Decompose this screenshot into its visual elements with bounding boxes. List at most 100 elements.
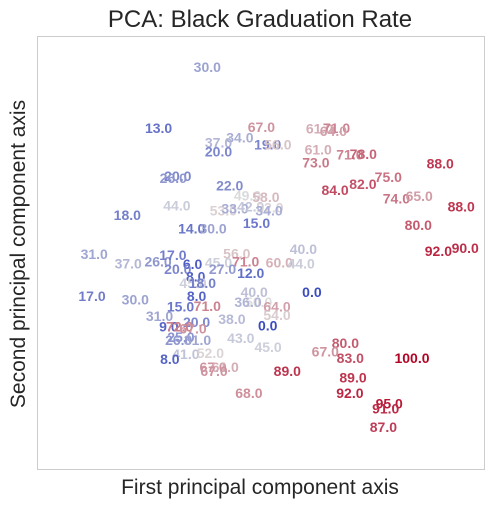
data-point-label: 50.0	[245, 294, 272, 310]
data-point-label: 42.0	[237, 199, 264, 215]
data-point-label: 87.0	[370, 419, 397, 435]
data-point-label: 89.0	[339, 370, 366, 386]
data-point-label: 17.0	[78, 288, 105, 304]
plot-area-frame	[37, 36, 485, 470]
data-point-label: 17.0	[159, 247, 186, 263]
data-point-label: 14.0	[178, 221, 205, 237]
data-point-label: 84.0	[321, 182, 348, 198]
data-point-label: 31.0	[184, 332, 211, 348]
data-point-label: 71.0	[323, 120, 350, 136]
x-axis-label: First principal component axis	[121, 476, 399, 499]
chart-title: PCA: Black Graduation Rate	[108, 6, 412, 33]
data-point-label: 56.0	[223, 245, 250, 261]
data-point-label: 37.0	[205, 135, 232, 151]
data-point-label: 45.0	[179, 275, 206, 291]
data-point-label: 38.0	[218, 311, 245, 327]
data-point-label: 27.0	[209, 261, 236, 277]
data-point-label: 30.0	[122, 291, 149, 307]
data-point-label: 68.0	[235, 385, 262, 401]
data-point-label: 18.0	[114, 207, 141, 223]
data-point-label: 73.0	[302, 154, 329, 170]
data-point-label: 36.0	[234, 294, 261, 310]
data-point-label: 56.0	[264, 136, 291, 152]
data-point-label: 80.0	[332, 335, 359, 351]
data-point-label: 91.0	[372, 400, 399, 416]
data-point-label: 34.0	[226, 129, 253, 145]
data-point-label: 88.0	[427, 155, 454, 171]
data-point-label: 18.0	[189, 275, 216, 291]
data-point-label: 44.0	[288, 255, 315, 271]
data-point-label: 58.0	[252, 189, 279, 205]
data-point-label: 6.0	[183, 256, 203, 272]
data-point-label: 20.0	[164, 261, 191, 277]
data-point-label: 65.0	[406, 188, 433, 204]
data-point-label: 71.0	[194, 298, 221, 314]
data-point-label: 43.0	[227, 330, 254, 346]
data-point-label: 78.0	[350, 146, 377, 162]
data-point-label: 45.0	[205, 255, 232, 271]
data-point-label: 30.0	[199, 221, 226, 237]
data-point-label: 71.0	[232, 254, 259, 270]
data-point-label: 26.0	[144, 254, 171, 270]
data-point-label: 100.0	[394, 350, 429, 366]
data-point-label: 12.0	[237, 265, 264, 281]
data-point-label: 26.0	[165, 332, 192, 348]
data-point-label: 44.0	[163, 198, 190, 214]
data-point-label: 19.0	[254, 136, 281, 152]
data-point-label: 64.0	[263, 299, 290, 315]
data-point-label: 80.0	[405, 217, 432, 233]
data-point-label: 75.0	[375, 169, 402, 185]
data-point-label: 52.0	[256, 200, 283, 216]
data-point-label: 82.0	[349, 176, 376, 192]
data-point-label: 20.0	[183, 314, 210, 330]
data-point-label: 0.0	[258, 318, 278, 334]
data-point-label: 8.0	[186, 268, 206, 284]
data-point-label: 45.0	[254, 339, 281, 355]
data-point-label: 72.0	[166, 319, 193, 335]
data-point-label: 64.0	[320, 123, 347, 139]
data-point-label: 61.0	[305, 141, 332, 157]
data-point-label: 22.0	[216, 177, 243, 193]
data-point-label: 41.0	[172, 346, 199, 362]
data-point-label: 83.0	[337, 350, 364, 366]
data-point-label: 15.0	[167, 299, 194, 315]
data-point-label: 20.0	[164, 168, 191, 184]
data-point-label: 8.0	[160, 351, 180, 367]
data-point-label: 49.0	[234, 187, 261, 203]
data-point-label: 52.0	[197, 345, 224, 361]
data-point-label: 8.0	[187, 288, 207, 304]
data-point-label: 34.0	[255, 203, 282, 219]
data-point-label: 61.0	[306, 121, 333, 137]
data-points-group: 30.013.0 67.034.037.0 19.056.020.061.071.0…	[78, 59, 479, 435]
data-point-label: 74.0	[383, 190, 410, 206]
data-point-label: 37.0	[115, 255, 142, 271]
data-point-label: 40.0	[290, 241, 317, 257]
data-point-label: 13.0	[145, 120, 172, 136]
data-point-label: 31.0	[81, 246, 108, 262]
data-point-label: 95.0	[376, 396, 403, 412]
data-point-label: 88.0	[448, 199, 475, 215]
data-point-label: 67.0	[312, 344, 339, 360]
data-point-label: 33.0	[221, 200, 248, 216]
data-point-label: 67.0	[199, 359, 226, 375]
data-point-label: 15.0	[243, 215, 270, 231]
data-point-label: 40.0	[241, 284, 268, 300]
data-point-label: 61.0	[212, 359, 239, 375]
data-point-label: 54.0	[263, 307, 290, 323]
data-point-label: 53.0	[210, 203, 237, 219]
data-point-label: 30.0	[194, 59, 221, 75]
data-point-label: 92.0	[336, 385, 363, 401]
data-point-label: 60.0	[266, 255, 293, 271]
y-axis-label: Second principal component axis	[7, 100, 30, 408]
data-point-label: 71.0	[336, 147, 363, 163]
data-point-label: 20.0	[205, 144, 232, 160]
data-point-label: 25.0	[167, 329, 194, 345]
data-point-label: 31.0	[146, 308, 173, 324]
data-point-label: 92.0	[425, 243, 452, 259]
data-point-label: 67.0	[200, 363, 227, 379]
data-point-label: 67.0	[248, 119, 275, 135]
data-point-label: 90.0	[452, 240, 479, 256]
data-point-label: 9.0	[159, 319, 179, 335]
data-point-label: 89.0	[274, 363, 301, 379]
data-point-label: 0.0	[302, 284, 322, 300]
